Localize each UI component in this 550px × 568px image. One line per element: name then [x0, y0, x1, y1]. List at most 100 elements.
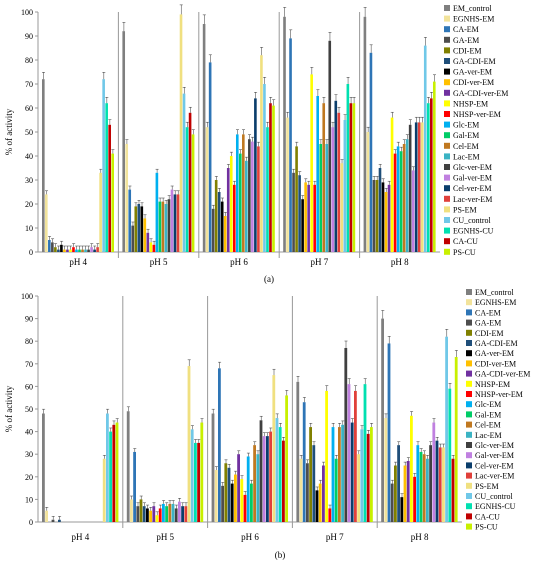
bar — [208, 62, 212, 253]
legend-swatch — [444, 89, 450, 96]
bar — [179, 14, 183, 253]
bar — [155, 515, 159, 522]
bar — [328, 508, 332, 522]
bar — [341, 424, 344, 522]
bar — [137, 204, 141, 252]
category-label: pH 6 — [241, 532, 259, 542]
bar — [315, 490, 319, 522]
bar — [84, 249, 87, 252]
y-tick-label: 10 — [25, 495, 33, 504]
legend-swatch — [444, 217, 450, 223]
legend-label: PS-CU — [475, 523, 498, 532]
bar — [240, 479, 244, 522]
bar — [266, 127, 269, 252]
y-tick-label: 30 — [25, 176, 33, 185]
legend-label: CDI-ver-EM — [453, 78, 494, 87]
bar — [426, 458, 429, 522]
bar — [396, 146, 400, 252]
legend-swatch — [466, 462, 472, 469]
bar — [227, 467, 231, 522]
bar — [122, 31, 126, 253]
legend-swatch — [444, 248, 450, 255]
category-label: pH 4 — [69, 257, 87, 267]
legend-label: Lac-ver-EM — [475, 472, 514, 481]
category-label: pH 6 — [230, 257, 248, 267]
caption: (a) — [264, 274, 274, 284]
bar — [165, 506, 168, 522]
legend-swatch — [466, 503, 472, 510]
bar — [253, 445, 256, 522]
y-tick-label: 20 — [25, 200, 33, 209]
legend-label: NHSP-EM — [475, 380, 510, 389]
bar — [58, 519, 61, 522]
bar — [139, 499, 143, 522]
bar — [248, 139, 251, 252]
bar — [63, 249, 66, 252]
bar — [410, 415, 413, 522]
legend-swatch — [444, 79, 450, 86]
category-label: pH 8 — [411, 532, 429, 542]
bar — [432, 422, 436, 522]
bar — [417, 122, 421, 253]
y-tick-label: 0 — [29, 248, 33, 257]
bar — [340, 163, 344, 252]
legend-label: GA-CDI-ver-EM — [453, 89, 508, 98]
bar — [325, 390, 328, 522]
bar — [357, 454, 360, 522]
bar — [408, 124, 412, 252]
bar — [102, 79, 105, 252]
bar — [390, 117, 394, 252]
bar — [322, 103, 326, 252]
bar — [48, 240, 51, 252]
legend-swatch — [444, 153, 450, 160]
bar — [403, 465, 407, 522]
bar — [423, 45, 427, 252]
bar — [257, 146, 260, 252]
y-tick-label: 80 — [25, 56, 33, 65]
category-label: pH 5 — [156, 532, 174, 542]
caption: (b) — [275, 550, 286, 560]
bar — [307, 184, 310, 252]
bar — [328, 40, 332, 252]
legend-swatch — [466, 360, 472, 367]
legend-label: PS-EM — [475, 482, 499, 491]
legend-label: EGNHS-EM — [453, 15, 494, 24]
legend-swatch — [444, 206, 450, 213]
bar — [451, 458, 455, 522]
bar — [318, 483, 322, 522]
legend-label: Glc-EM — [453, 121, 479, 130]
bar — [126, 411, 130, 522]
legend-label: PS-CU — [453, 248, 476, 257]
bar — [152, 506, 156, 522]
bar — [349, 103, 353, 252]
bar — [302, 402, 306, 522]
bar — [406, 460, 410, 522]
bar — [202, 24, 206, 252]
bar — [45, 510, 48, 522]
bar — [184, 506, 188, 522]
bar — [331, 427, 335, 522]
legend-label: CA-CU — [475, 512, 500, 521]
legend-label: Lac-EM — [475, 431, 502, 440]
legend-label: Glc-EM — [475, 400, 501, 409]
bar — [188, 112, 192, 252]
bar — [254, 98, 257, 253]
legend-label: Cel-ver-EM — [475, 461, 514, 470]
bar — [149, 510, 152, 522]
bar — [422, 454, 426, 522]
legend-label: CDI-EM — [453, 46, 481, 55]
bar — [278, 427, 282, 522]
bar — [275, 418, 279, 522]
legend-swatch — [466, 513, 472, 520]
y-axis-label: % of activity — [4, 108, 14, 155]
bar — [381, 182, 385, 252]
bar — [178, 501, 181, 522]
bar — [72, 247, 75, 252]
legend-swatch — [444, 47, 450, 54]
y-tick-label: 0 — [29, 518, 33, 527]
bar — [57, 249, 60, 252]
legend-label: NHSP-EM — [453, 99, 488, 108]
bar — [54, 247, 57, 252]
bar — [167, 199, 171, 252]
legend-swatch — [444, 185, 450, 192]
